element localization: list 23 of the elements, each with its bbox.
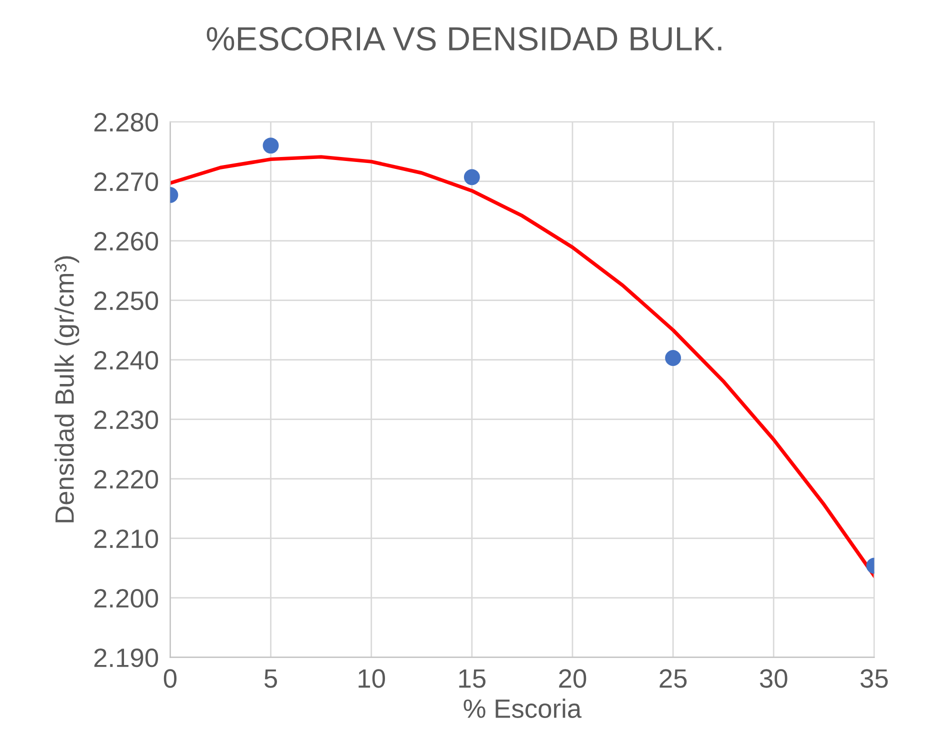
line-series (170, 155, 874, 578)
y-tick-label: 2.210 (94, 529, 158, 548)
x-tick-label: 0 (164, 669, 176, 688)
x-axis-title: % Escoria (464, 698, 582, 718)
y-tick-label: 2.270 (94, 172, 158, 192)
y-tick-label: 2.220 (94, 470, 158, 489)
x-tick-label: 25 (660, 669, 687, 688)
y-tick-label: 2.230 (94, 410, 158, 430)
y-tick-label: 2.190 (94, 648, 158, 668)
chart-title: %ESCORIA VS DENSIDAD BULK. (206, 27, 722, 51)
x-tick-label: 15 (459, 669, 486, 688)
y-tick-label: 2.240 (94, 350, 158, 370)
x-tick-label: 10 (358, 669, 385, 688)
x-tick-label: 35 (860, 669, 888, 688)
y-axis-title: Densidad Bulk (gr/cm³) (54, 256, 80, 522)
y-tick-label: 2.260 (94, 232, 158, 251)
y-tick-label: 2.250 (94, 291, 158, 310)
y-tick-label: 2.280 (94, 112, 158, 132)
point (464, 169, 480, 186)
x-tick-label: 5 (264, 669, 277, 688)
x-tick-label: 20 (559, 669, 586, 688)
x-tick-label: 30 (760, 669, 788, 688)
y-tick-label: 2.200 (94, 588, 158, 608)
